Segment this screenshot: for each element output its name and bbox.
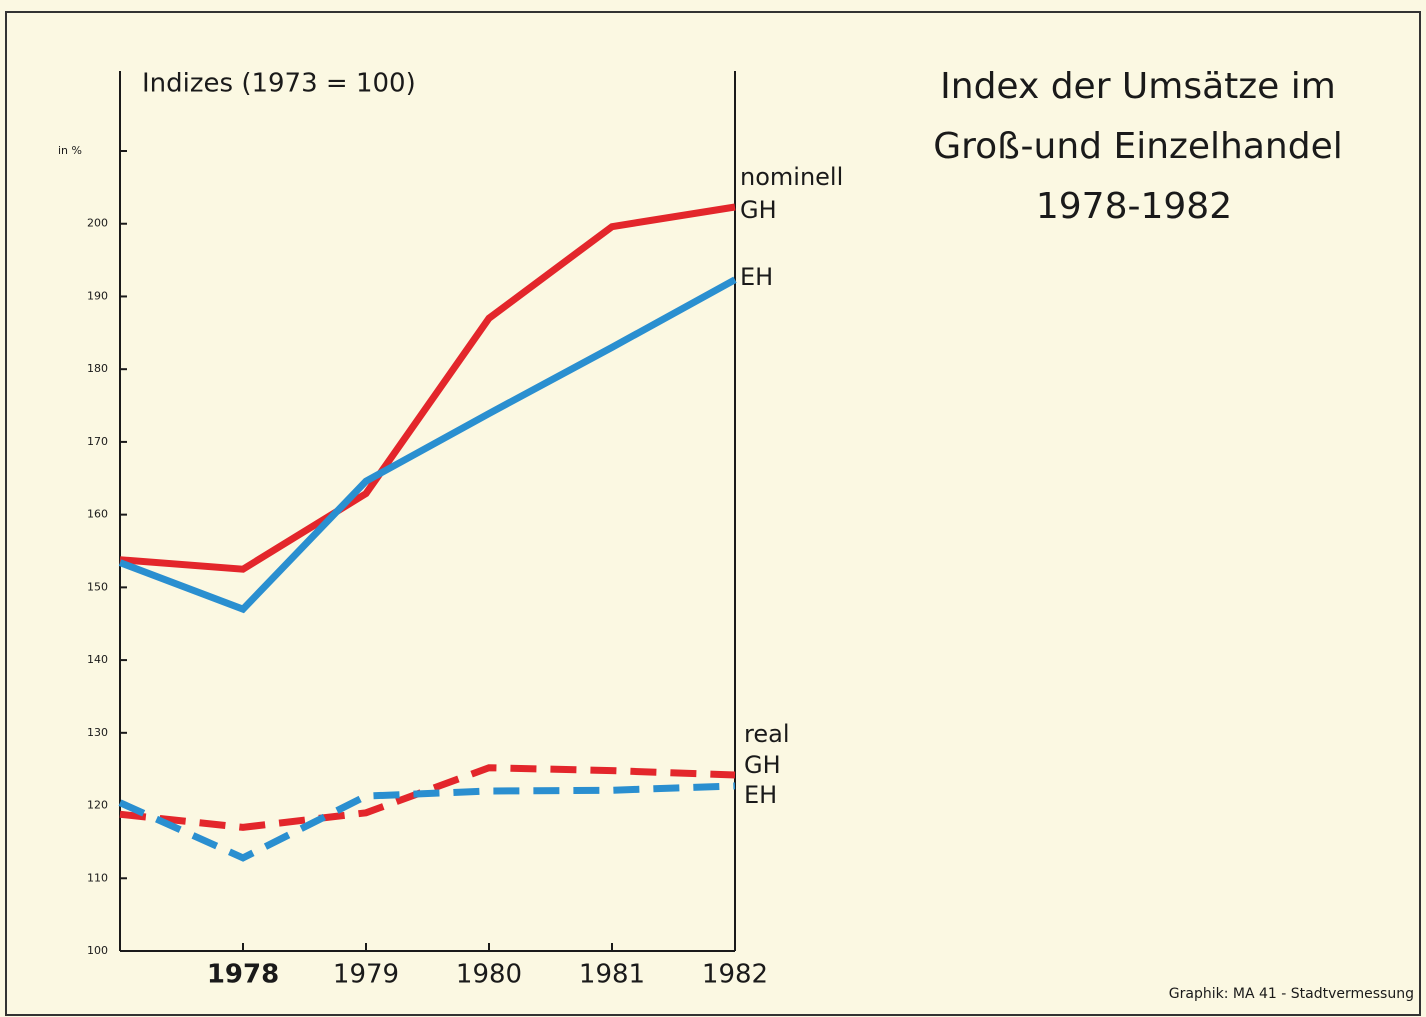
chart-title: Index der Umsätze im bbox=[940, 66, 1336, 107]
credit: Graphik: MA 41 - Stadtvermessung bbox=[1169, 986, 1414, 1002]
series-line bbox=[119, 764, 736, 831]
y-tick-label: 120 bbox=[87, 799, 108, 812]
series-line bbox=[118, 276, 737, 614]
y-tick-label: 130 bbox=[87, 726, 108, 739]
x-tick-label: 1979 bbox=[333, 960, 399, 990]
x-tick-label: 1980 bbox=[456, 960, 522, 990]
y-tick-label: 200 bbox=[87, 217, 108, 230]
chart-title: Groß-und Einzelhandel bbox=[933, 126, 1343, 167]
x-tick-label: 1978 bbox=[207, 960, 279, 990]
subtitle: Indizes (1973 = 100) bbox=[142, 69, 416, 99]
group-label: nominell bbox=[740, 163, 843, 191]
y-tick-label: 160 bbox=[87, 508, 108, 521]
legend-label: EH bbox=[740, 263, 773, 291]
series-line bbox=[119, 203, 736, 573]
legend-label: EH bbox=[744, 781, 777, 809]
series-line bbox=[118, 782, 736, 862]
y-tick-label: 150 bbox=[87, 580, 108, 593]
y-tick-label: 190 bbox=[87, 289, 108, 302]
y-unit-label: in % bbox=[58, 144, 82, 157]
y-tick-label: 170 bbox=[87, 435, 108, 448]
y-tick-label: 110 bbox=[87, 871, 108, 884]
x-tick-label: 1982 bbox=[702, 960, 768, 990]
y-tick-label: 140 bbox=[87, 653, 108, 666]
legend-label: GH bbox=[740, 196, 777, 224]
frame bbox=[5, 11, 1421, 1016]
legend-label: GH bbox=[744, 751, 781, 779]
y-tick-label: 180 bbox=[87, 362, 108, 375]
group-label: real bbox=[744, 720, 789, 748]
chart-title: 1978-1982 bbox=[1036, 186, 1232, 227]
x-tick-label: 1981 bbox=[579, 960, 645, 990]
y-tick-label: 100 bbox=[87, 944, 108, 957]
